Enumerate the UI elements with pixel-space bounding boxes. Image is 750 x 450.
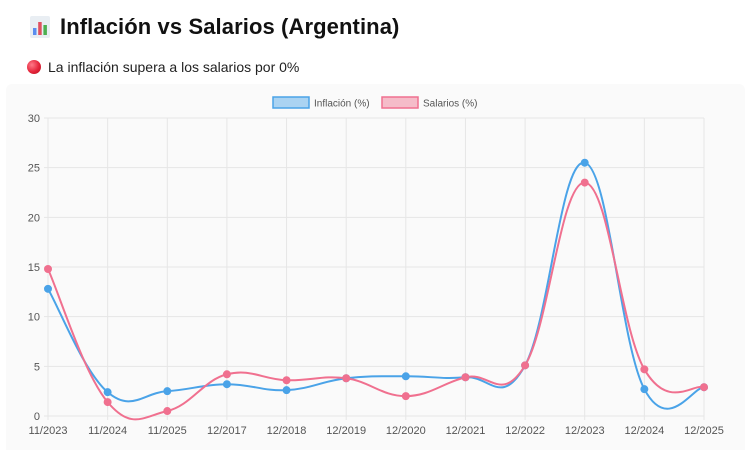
y-tick-label: 10 (28, 312, 40, 324)
data-point-inflacion[interactable] (44, 284, 52, 293)
status-text: La inflación supera a los salarios por 0… (48, 59, 300, 75)
data-point-inflacion[interactable] (103, 388, 112, 397)
x-tick-label: 12/2018 (267, 425, 307, 437)
red-circle-icon (27, 60, 41, 74)
x-tick-label: 12/2017 (207, 425, 247, 437)
data-point-salarios[interactable] (401, 392, 410, 401)
line-chart: 0 5 10 15 20 25 30 11/2023 11/2024 11/2025 12/2017… (28, 96, 724, 437)
data-point-inflacion[interactable] (222, 380, 231, 389)
data-point-salarios[interactable] (222, 370, 231, 379)
x-tick-label: 11/2025 (148, 425, 187, 437)
x-tick-label: 11/2023 (29, 425, 68, 437)
data-point-salarios[interactable] (461, 373, 470, 382)
data-point-salarios[interactable] (103, 398, 112, 407)
page-title: Inflación vs Salarios (Argentina) (60, 14, 400, 39)
status-message: La inflación supera a los salarios por 0… (27, 59, 299, 75)
x-tick-label: 12/2020 (386, 425, 426, 437)
x-tick-label: 12/2023 (565, 425, 605, 437)
y-tick-label: 15 (28, 262, 40, 274)
page-header: Inflación vs Salarios (Argentina) (30, 14, 400, 40)
series-line-inflacion (47, 161, 705, 410)
data-point-salarios[interactable] (282, 376, 291, 385)
y-tick-label: 5 (34, 361, 40, 373)
data-point-salarios[interactable] (521, 361, 530, 370)
bar-chart-icon (30, 16, 50, 38)
data-point-salarios[interactable] (163, 407, 172, 416)
data-point-inflacion[interactable] (401, 372, 410, 381)
data-point-inflacion[interactable] (640, 385, 649, 394)
data-point-salarios[interactable] (640, 365, 649, 374)
data-point-salarios[interactable] (580, 178, 589, 187)
y-tick-label: 20 (28, 212, 40, 224)
legend-label-salarios[interactable]: Salarios (%) (423, 99, 477, 110)
legend-swatch-inflacion[interactable] (272, 96, 310, 109)
data-point-salarios[interactable] (44, 264, 52, 273)
legend-swatch-salarios[interactable] (381, 96, 419, 109)
x-tick-label: 12/2025 (684, 425, 724, 437)
data-point-inflacion[interactable] (580, 158, 589, 167)
x-tick-label: 12/2019 (326, 425, 366, 437)
y-tick-label: 30 (28, 113, 40, 125)
x-tick-label: 12/2021 (446, 425, 486, 437)
data-point-salarios[interactable] (342, 374, 351, 383)
x-tick-label: 12/2024 (624, 425, 664, 437)
x-tick-label: 11/2024 (88, 425, 127, 437)
data-point-inflacion[interactable] (282, 386, 291, 395)
x-tick-label: 12/2022 (505, 425, 545, 437)
chart-panel: 0 5 10 15 20 25 30 11/2023 11/2024 11/2025 12/2017… (6, 84, 745, 450)
data-point-salarios[interactable] (700, 383, 708, 392)
data-point-inflacion[interactable] (163, 387, 172, 396)
legend-label-inflacion[interactable]: Inflación (%) (314, 99, 370, 110)
y-tick-label: 25 (28, 163, 40, 175)
y-tick-label: 0 (34, 411, 40, 423)
